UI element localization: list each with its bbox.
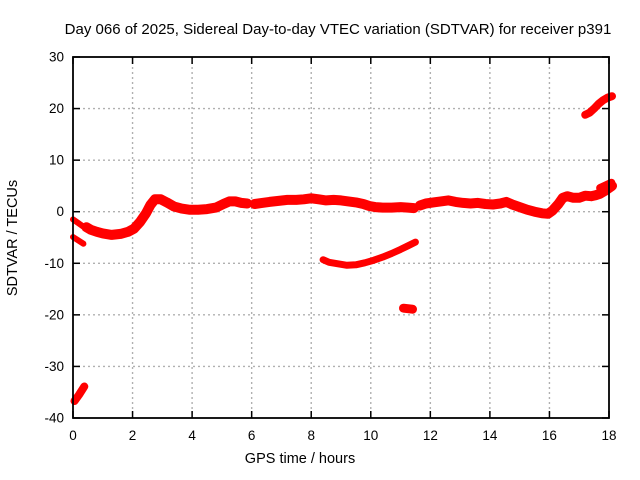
data-series	[70, 92, 617, 405]
y-tick-label: 0	[56, 204, 64, 219]
x-tick-label: 12	[423, 428, 438, 443]
x-tick-label: 18	[601, 428, 616, 443]
x-tick-label: 4	[188, 428, 196, 443]
y-tick-label: -10	[44, 256, 64, 271]
outlier-blob	[399, 303, 417, 314]
y-tick-label: -20	[44, 307, 64, 322]
x-tick-label: 10	[363, 428, 378, 443]
x-tick-label: 14	[482, 428, 498, 443]
top-right-segment	[581, 92, 616, 119]
y-tick-label: 10	[49, 153, 64, 168]
start-strand-lower	[70, 234, 87, 247]
grid	[73, 57, 609, 418]
y-tick-label: 20	[49, 101, 64, 116]
tick-labels: 0 2 4 6 8 10 12 14 16 18 30 20 10 0 -10 -20 -30 -40	[44, 50, 616, 444]
x-tick-label: 0	[69, 428, 77, 443]
x-axis-label: GPS time / hours	[245, 451, 355, 467]
x-tick-label: 8	[307, 428, 315, 443]
y-axis-label: SDTVAR / TECUs	[5, 180, 21, 296]
y-tick-label: -30	[44, 359, 64, 374]
x-tick-label: 6	[248, 428, 256, 443]
plot-frame	[72, 56, 610, 419]
main-band-segment-3	[414, 180, 617, 219]
start-strand-upper	[70, 216, 87, 230]
chart-title: Day 066 of 2025, Sidereal Day-to-day VTE…	[65, 21, 612, 38]
secondary-arc	[319, 238, 419, 269]
x-tick-label: 16	[542, 428, 557, 443]
x-tick-label: 2	[129, 428, 137, 443]
main-band-segment-2	[249, 193, 419, 214]
y-tick-label: 30	[49, 50, 64, 65]
main-band-segment-1	[81, 194, 253, 240]
bottom-left-segment	[70, 382, 89, 405]
axis-ticks	[72, 56, 610, 419]
y-tick-label: -40	[44, 411, 64, 426]
